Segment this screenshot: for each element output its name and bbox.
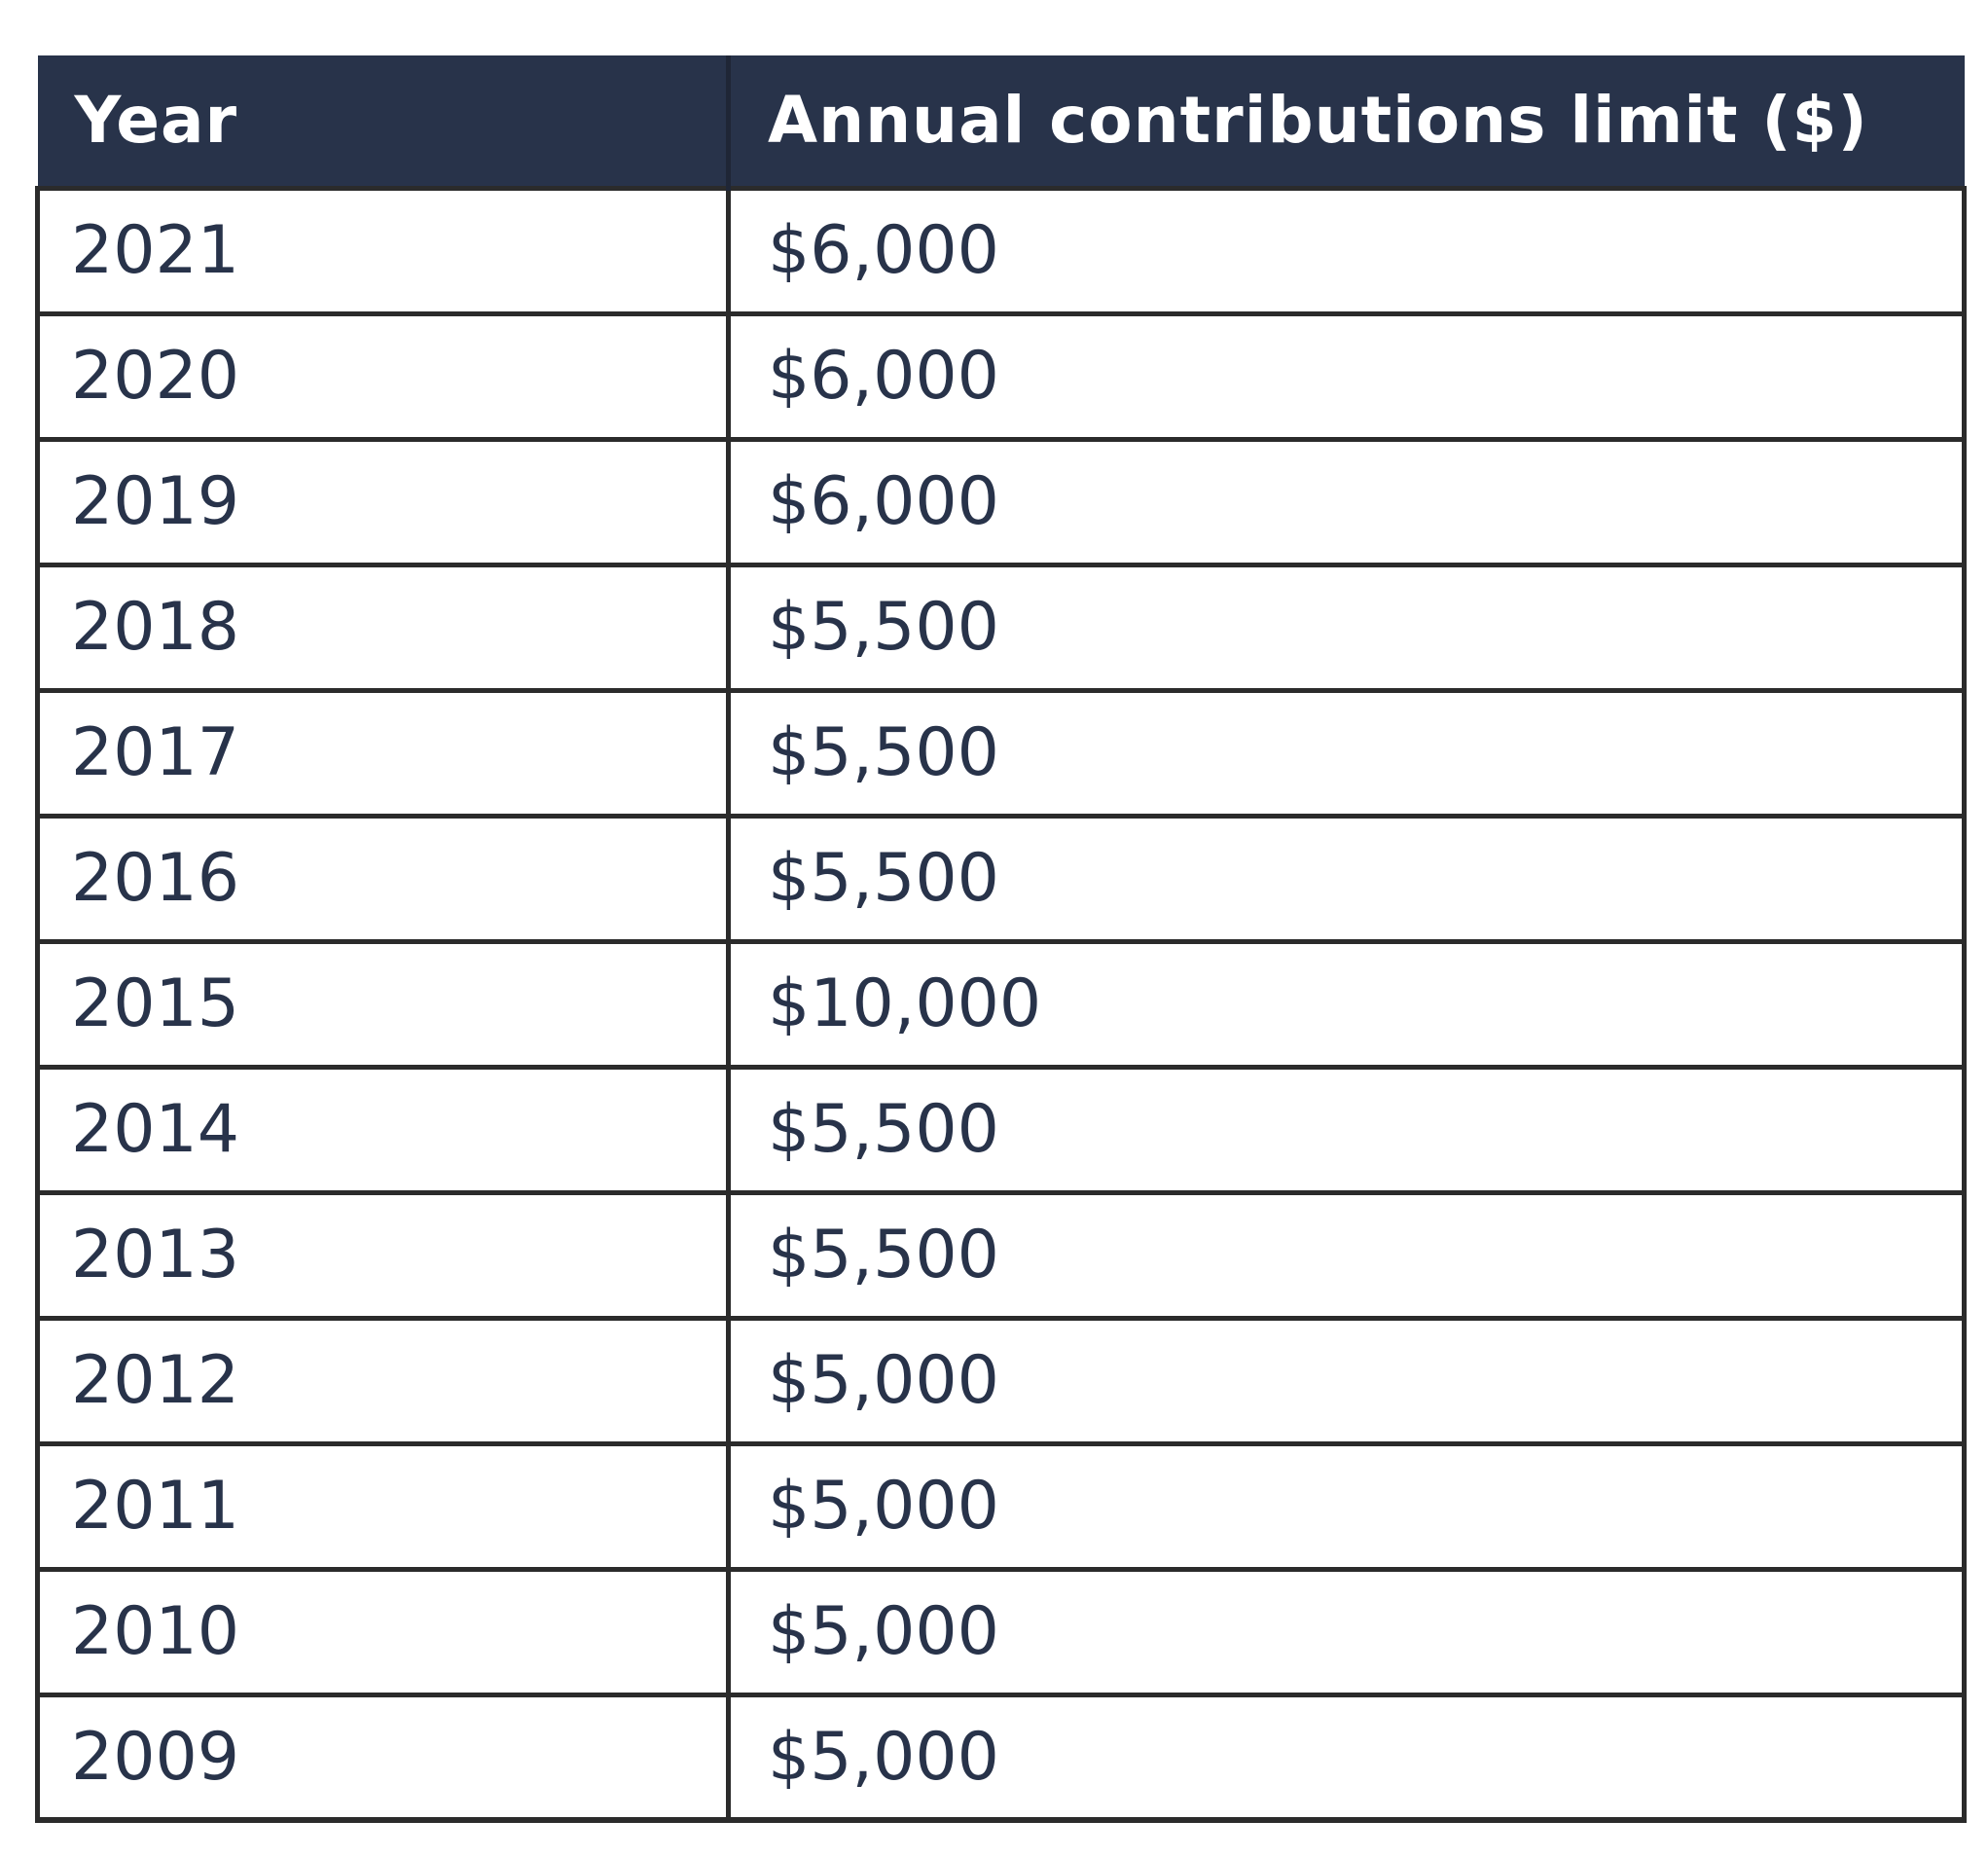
contribution-limit-cell: $5,500 xyxy=(726,562,1967,690)
table-row: 2013 $5,500 xyxy=(35,1189,1967,1318)
table-row: 2011 $5,000 xyxy=(35,1440,1967,1569)
header-year: Year xyxy=(37,55,731,188)
contribution-limit-cell: $10,000 xyxy=(726,938,1967,1067)
contribution-limit-cell: $6,000 xyxy=(726,185,1967,313)
contribution-limit-cell: $6,000 xyxy=(726,310,1967,439)
year-cell: 2010 xyxy=(35,1566,731,1694)
contribution-limit-cell: $5,500 xyxy=(726,813,1967,941)
year-cell: 2016 xyxy=(35,813,731,941)
year-cell: 2013 xyxy=(35,1189,731,1318)
table-header: Year Annual contributions limit ($) xyxy=(37,55,1965,188)
year-cell: 2017 xyxy=(35,687,731,816)
table-row: 2016 $5,500 xyxy=(35,813,1967,941)
year-cell: 2012 xyxy=(35,1315,731,1443)
header-row: Year Annual contributions limit ($) xyxy=(37,55,1965,188)
year-cell: 2020 xyxy=(35,310,731,439)
table-row: 2014 $5,500 xyxy=(35,1064,1967,1192)
contribution-limit-cell: $5,500 xyxy=(726,687,1967,816)
table-row: 2012 $5,000 xyxy=(35,1315,1967,1443)
year-cell: 2019 xyxy=(35,436,731,564)
contribution-limit-cell: $5,000 xyxy=(726,1566,1967,1694)
table-row: 2020 $6,000 xyxy=(35,310,1967,439)
table-row: 2019 $6,000 xyxy=(35,436,1967,564)
year-cell: 2011 xyxy=(35,1440,731,1569)
table-row: 2009 $5,000 xyxy=(35,1692,1967,1823)
year-cell: 2014 xyxy=(35,1064,731,1192)
contributions-table-container: Year Annual contributions limit ($) 2021… xyxy=(35,55,1967,1823)
contribution-limit-cell: $5,500 xyxy=(726,1189,1967,1318)
table-row: 2010 $5,000 xyxy=(35,1566,1967,1694)
contribution-limit-cell: $5,500 xyxy=(726,1064,1967,1192)
table-row: 2021 $6,000 xyxy=(35,185,1967,313)
contribution-limit-cell: $5,000 xyxy=(726,1440,1967,1569)
table-row: 2015 $10,000 xyxy=(35,938,1967,1067)
year-cell: 2015 xyxy=(35,938,731,1067)
year-cell: 2018 xyxy=(35,562,731,690)
contribution-limit-cell: $5,000 xyxy=(726,1315,1967,1443)
year-cell: 2009 xyxy=(35,1692,731,1823)
contribution-limit-cell: $6,000 xyxy=(726,436,1967,564)
contribution-limit-cell: $5,000 xyxy=(726,1692,1967,1823)
contributions-limit-table: Year Annual contributions limit ($) 2021… xyxy=(35,55,1967,1823)
header-annual-contributions-limit: Annual contributions limit ($) xyxy=(728,55,1965,188)
table-row: 2018 $5,500 xyxy=(35,562,1967,690)
table-body: 2021 $6,000 2020 $6,000 2019 $6,000 2018 $5,500… xyxy=(35,185,1967,1823)
year-cell: 2021 xyxy=(35,185,731,313)
table-row: 2017 $5,500 xyxy=(35,687,1967,816)
